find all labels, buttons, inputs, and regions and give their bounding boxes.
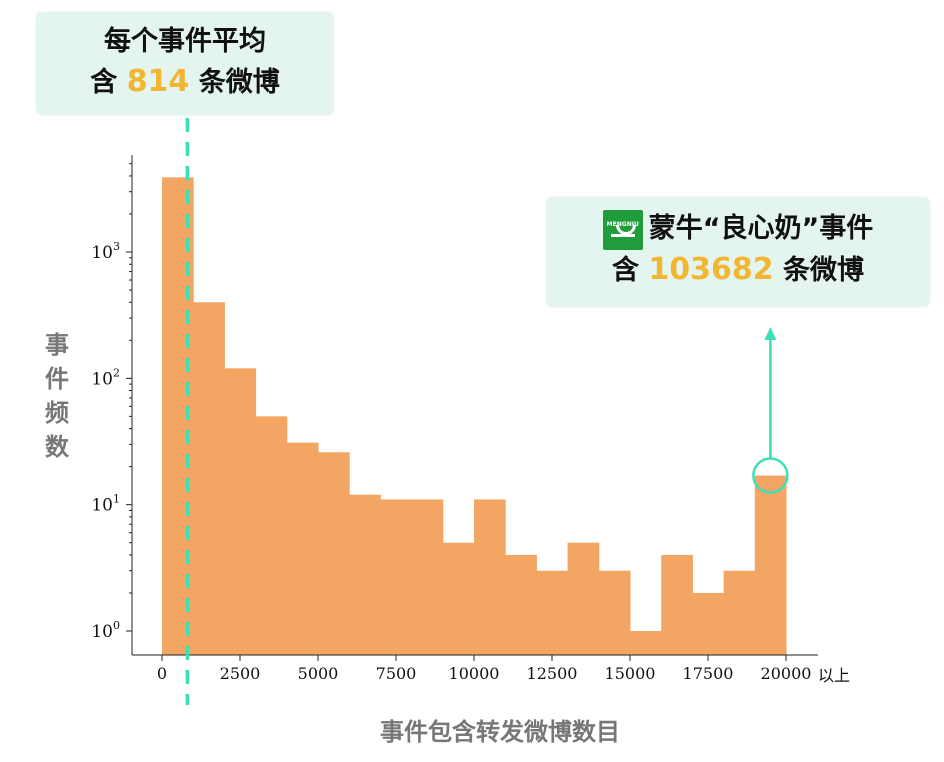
- histogram-bar: [193, 302, 225, 655]
- y-axis-label-char: 频: [45, 399, 69, 427]
- x-tick-label: 20000: [761, 664, 812, 683]
- histogram-bar: [224, 368, 257, 655]
- x-axis-label: 事件包含转发微博数目: [380, 718, 620, 746]
- event-callout-value-line: 含 103682 条微博: [546, 250, 930, 291]
- histogram-bar: [318, 452, 350, 655]
- x-tick-label: 2500: [220, 664, 261, 683]
- mean-callout-number: 814: [126, 64, 190, 99]
- event-callout-suffix: 条微博: [773, 254, 865, 286]
- mean-callout-value-line: 含 814 条微博: [36, 62, 334, 103]
- event-callout: MENGNIU 蒙牛“良心奶”事件 含 103682 条微博: [546, 197, 930, 307]
- y-tick-label: 102: [91, 366, 120, 389]
- x-tick-label: 7500: [376, 664, 417, 683]
- x-tick-label: 15000: [605, 664, 656, 683]
- x-tick-label: 17500: [683, 664, 734, 683]
- histogram-bar: [349, 494, 381, 655]
- y-axis-label-char: 事: [45, 331, 69, 359]
- mengniu-logo-icon: MENGNIU: [602, 209, 643, 250]
- x-tick-suffix: 以上: [818, 666, 851, 685]
- event-callout-name: “良心奶”事件: [702, 213, 874, 244]
- mengniu-logo-text: MENGNIU: [606, 220, 639, 228]
- histogram-bar: [661, 554, 693, 655]
- y-axis-label: 事件频数: [42, 328, 72, 464]
- histogram-bar: [286, 442, 319, 655]
- x-tick-label: 12500: [527, 664, 578, 683]
- histogram-bar: [567, 542, 600, 655]
- y-tick-label: 100: [91, 619, 120, 642]
- histogram-bar: [754, 475, 787, 655]
- event-callout-brand: 蒙牛: [648, 213, 703, 244]
- y-axis-label-char: 件: [45, 365, 69, 393]
- histogram-bar: [536, 570, 569, 655]
- mean-callout-title: 每个事件平均: [104, 26, 266, 57]
- x-tick-label: 10000: [449, 664, 500, 683]
- y-tick-label: 101: [91, 493, 120, 516]
- y-axis-label-char: 数: [45, 433, 69, 461]
- x-tick-label: 5000: [298, 664, 339, 683]
- mean-callout-prefix: 含: [90, 67, 127, 98]
- histogram-bar: [380, 499, 413, 655]
- event-callout-title: MENGNIU 蒙牛“良心奶”事件: [546, 209, 930, 250]
- histogram-bar: [598, 570, 631, 655]
- event-callout-prefix: 含: [611, 254, 649, 286]
- event-callout-number: 103682: [648, 251, 774, 287]
- histogram-bar: [505, 554, 537, 655]
- x-tick-label: 0: [157, 664, 167, 683]
- histogram-bar: [723, 570, 756, 655]
- histogram-bar: [692, 592, 725, 655]
- histogram-bar: [442, 542, 475, 655]
- mean-callout: 每个事件平均 含 814 条微博: [36, 12, 334, 115]
- histogram-bar: [630, 631, 662, 655]
- histogram-bar: [411, 499, 444, 655]
- mean-callout-suffix: 条微博: [189, 67, 280, 98]
- highlight-arrow-head: [764, 327, 777, 340]
- highlight-circle: [752, 457, 789, 494]
- y-tick-label: 103: [91, 240, 120, 263]
- histogram-bar: [255, 416, 288, 655]
- histogram-bar: [474, 499, 506, 655]
